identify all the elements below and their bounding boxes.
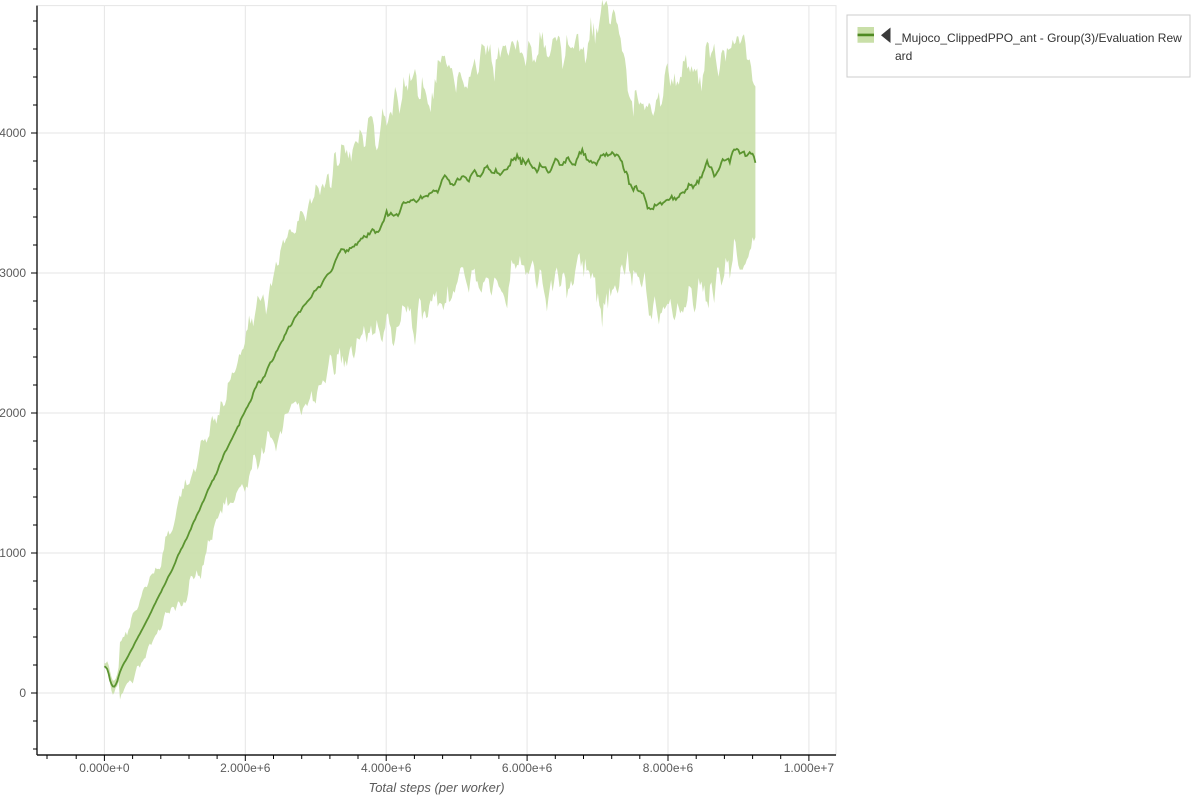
- svg-text:2000: 2000: [0, 406, 26, 420]
- svg-text:3000: 3000: [0, 266, 26, 280]
- svg-text:0: 0: [19, 686, 26, 700]
- svg-text:Total steps (per worker): Total steps (per worker): [368, 780, 504, 795]
- svg-text:4.000e+6: 4.000e+6: [361, 761, 412, 775]
- svg-text:2.000e+6: 2.000e+6: [220, 761, 271, 775]
- svg-text:4000: 4000: [0, 126, 26, 140]
- svg-text:8.000e+6: 8.000e+6: [643, 761, 694, 775]
- svg-text:1000: 1000: [0, 546, 26, 560]
- svg-text:1.000e+7: 1.000e+7: [784, 761, 835, 775]
- svg-text:6.000e+6: 6.000e+6: [502, 761, 553, 775]
- svg-text:0.000e+0: 0.000e+0: [79, 761, 130, 775]
